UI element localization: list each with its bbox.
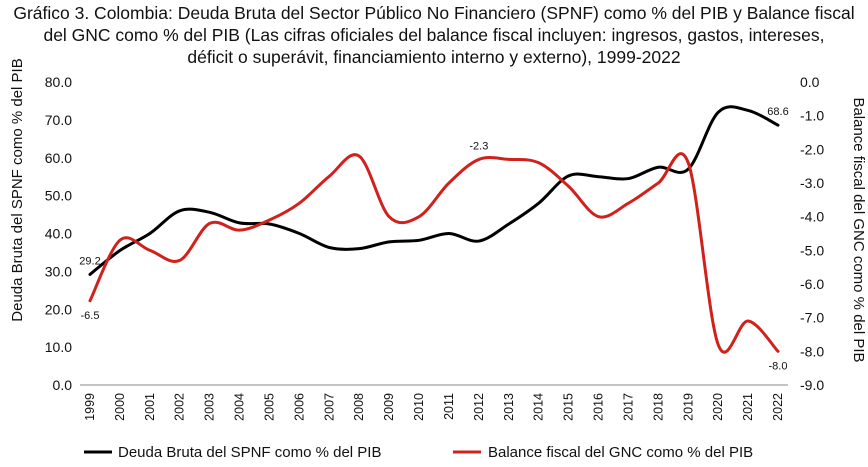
- right-tick-label: -7.0: [800, 310, 824, 326]
- data-label: 29.2: [79, 255, 100, 267]
- x-tick-label: 2004: [233, 393, 247, 421]
- series-lines: [88, 105, 780, 354]
- right-axis-label: Balance fiscal del GNC como % del PIB: [850, 97, 867, 362]
- right-tick-label: -5.0: [800, 242, 824, 258]
- chart-title: Gráfico 3. Colombia: Deuda Bruta del Sec…: [0, 2, 868, 68]
- x-tick-label: 2006: [292, 393, 306, 421]
- legend-entry-deuda: Deuda Bruta del SPNF como % del PIB: [118, 444, 381, 461]
- left-tick-label: 50.0: [45, 188, 72, 204]
- left-tick-label: 10.0: [45, 339, 72, 355]
- chart-title-line: déficit o superávit, financiamiento inte…: [187, 47, 681, 67]
- right-tick-label: -2.0: [800, 141, 824, 157]
- x-tick-label: 2013: [502, 393, 516, 421]
- data-label: -6.5: [81, 310, 100, 322]
- x-tick-label: 2022: [771, 393, 785, 421]
- left-tick-label: 0.0: [53, 377, 73, 393]
- x-tick-label: 2000: [113, 393, 127, 421]
- data-label: -8.0: [769, 360, 788, 372]
- right-tick-label: 0.0: [800, 74, 820, 90]
- right-tick-label: -9.0: [800, 377, 824, 393]
- x-tick-label: 2016: [592, 393, 606, 421]
- x-tick-label: 2001: [143, 393, 157, 421]
- data-label: -2.3: [469, 140, 488, 152]
- left-tick-label: 40.0: [45, 226, 72, 242]
- x-tick-label: 2020: [711, 393, 725, 421]
- left-tick-label: 20.0: [45, 301, 72, 317]
- x-tick-label: 2015: [562, 393, 576, 421]
- x-tick-label: 2005: [262, 393, 276, 421]
- x-tick-label: 2003: [203, 393, 217, 421]
- right-tick-label: -1.0: [800, 108, 824, 124]
- data-labels: 29.2 -6.5 -2.3 68.6 -8.0: [79, 106, 788, 372]
- x-tick-label: 2002: [173, 393, 187, 421]
- x-tick-label: 2008: [352, 393, 366, 421]
- left-tick-label: 60.0: [45, 150, 72, 166]
- chart-title-line: del GNC como % del PIB (Las cifras ofici…: [43, 25, 825, 45]
- series-line-deuda: [88, 105, 780, 276]
- left-tick-label: 70.0: [45, 112, 72, 128]
- x-tick-label: 2011: [442, 393, 456, 420]
- right-tick-label: -6.0: [800, 276, 824, 292]
- x-tick-label: 1999: [83, 393, 97, 421]
- x-tick-label: 2010: [412, 393, 426, 421]
- x-tick-label: 2009: [382, 393, 396, 421]
- right-tick-label: -8.0: [800, 343, 824, 359]
- x-tick-label: 2018: [651, 393, 665, 421]
- x-tick-label: 2017: [621, 393, 635, 421]
- x-tick-label: 2019: [681, 393, 695, 421]
- chart-title-line: Gráfico 3. Colombia: Deuda Bruta del Sec…: [13, 3, 855, 23]
- right-axis-ticks: 0.0 -1.0 -2.0 -3.0 -4.0 -5.0 -6.0 -7.0 -8.0 -9.0: [800, 74, 824, 393]
- left-tick-label: 80.0: [45, 74, 72, 90]
- x-tick-label: 2014: [532, 393, 546, 421]
- right-tick-label: -4.0: [800, 209, 824, 225]
- data-label: 68.6: [767, 106, 788, 118]
- left-axis-ticks: 0.0 10.0 20.0 30.0 40.0 50.0 60.0 70.0 80.0: [45, 74, 72, 393]
- legend: Deuda Bruta del SPNF como % del PIB Bala…: [84, 444, 753, 461]
- left-axis-label: Deuda Bruta del SPNF como % del PIB: [9, 58, 26, 321]
- series-line-balance: [88, 152, 780, 354]
- x-axis-ticks: 1999 2000 2001 2002 2003 2004 2005 2006 2007 2008…: [83, 393, 785, 421]
- x-tick-label: 2021: [741, 393, 755, 421]
- legend-entry-balance: Balance fiscal del GNC como % del PIB: [488, 444, 753, 461]
- x-tick-label: 2007: [322, 393, 336, 421]
- left-tick-label: 30.0: [45, 263, 72, 279]
- right-tick-label: -3.0: [800, 175, 824, 191]
- x-tick-label: 2012: [472, 393, 486, 421]
